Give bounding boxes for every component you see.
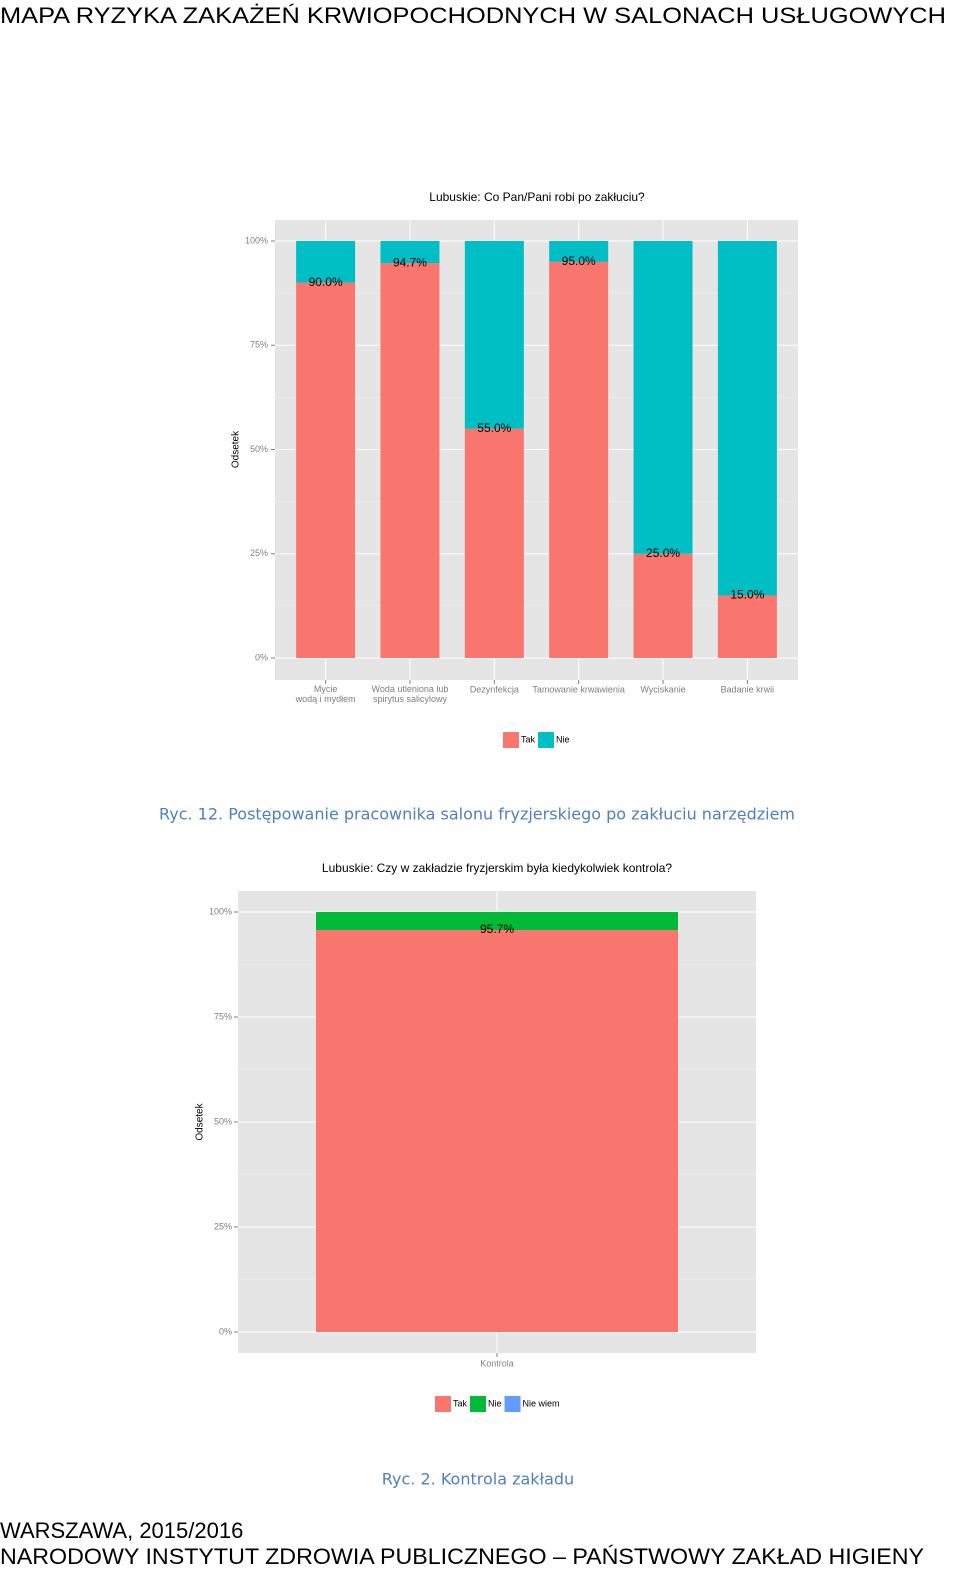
chart-title: Lubuskie: Czy w zakładzie fryzjerskim by…	[322, 861, 672, 875]
legend-swatch	[538, 732, 555, 748]
bar-segment	[633, 553, 693, 658]
legend-label: Tak	[521, 734, 536, 744]
value-label: 94.7%	[393, 255, 427, 269]
y-tick-label: 50%	[214, 1116, 232, 1126]
value-label: 95.7%	[480, 922, 514, 936]
bar-segment	[316, 912, 678, 931]
bar-segment	[316, 930, 678, 1332]
caption: Ryc. 2. Kontrola zakładu	[382, 1470, 574, 1489]
x-tick-label: Dezynfekcja	[470, 684, 519, 694]
legend-label: Nie wiem	[523, 1398, 560, 1408]
x-tick-label: Mycie wodą i mydłem	[295, 684, 356, 704]
y-tick-label: 100%	[245, 235, 268, 245]
y-tick-label: 0%	[255, 652, 268, 662]
value-label: 90.0%	[309, 275, 343, 289]
y-tick-label: 25%	[214, 1221, 232, 1231]
chart-title: Lubuskie: Co Pan/Pani robi po zakłuciu?	[429, 190, 645, 204]
y-tick-label: 25%	[250, 548, 268, 558]
bar-segment	[549, 241, 609, 262]
bar-segment	[464, 428, 524, 658]
x-tick-label: Wyciskanie	[640, 684, 685, 694]
bar-segment	[296, 282, 356, 658]
legend-label: Nie	[556, 734, 570, 744]
y-axis-label: Odsetek	[231, 430, 242, 468]
value-label: 15.0%	[730, 588, 764, 602]
footer-line: WARSZAWA, 2015/2016	[0, 1518, 243, 1543]
y-tick-label: 50%	[250, 444, 268, 454]
header-title: MAPA RYZYKA ZAKAŻEŃ KRWIOPOCHODNYCH W SA…	[0, 3, 946, 28]
footer-line: NARODOWY INSTYTUT ZDROWIA PUBLICZNEGO – …	[0, 1544, 924, 1569]
bar-segment	[464, 241, 524, 429]
bar-segment	[633, 241, 693, 554]
bar-segment	[549, 261, 609, 658]
y-tick-label: 75%	[250, 340, 268, 350]
bar-segment	[717, 595, 777, 658]
value-label: 95.0%	[562, 254, 596, 268]
bar-segment	[717, 241, 777, 596]
y-tick-label: 100%	[209, 906, 232, 916]
x-tick-label: Woda utleniona lub spirytus salicylowy	[372, 684, 449, 704]
legend-swatch	[470, 1396, 487, 1412]
legend-label: Nie	[488, 1398, 502, 1408]
x-tick-label: Badanie krwii	[721, 684, 775, 694]
legend-swatch	[503, 732, 519, 748]
legend-swatch	[504, 1396, 521, 1412]
x-tick-label: Tamowanie krwawienia	[532, 684, 625, 694]
value-label: 25.0%	[646, 546, 680, 560]
y-tick-label: 75%	[214, 1011, 232, 1021]
bar-segment	[380, 241, 440, 264]
x-tick-label: Kontrola	[480, 1358, 514, 1368]
y-axis-label: Odsetek	[195, 1102, 206, 1140]
y-tick-label: 0%	[219, 1326, 232, 1336]
caption: Ryc. 12. Postępowanie pracownika salonu …	[159, 805, 795, 824]
bar-segment	[380, 263, 440, 658]
legend-swatch	[435, 1396, 451, 1412]
legend-label: Tak	[453, 1398, 468, 1408]
value-label: 55.0%	[477, 421, 511, 435]
bar-segment	[296, 241, 356, 283]
